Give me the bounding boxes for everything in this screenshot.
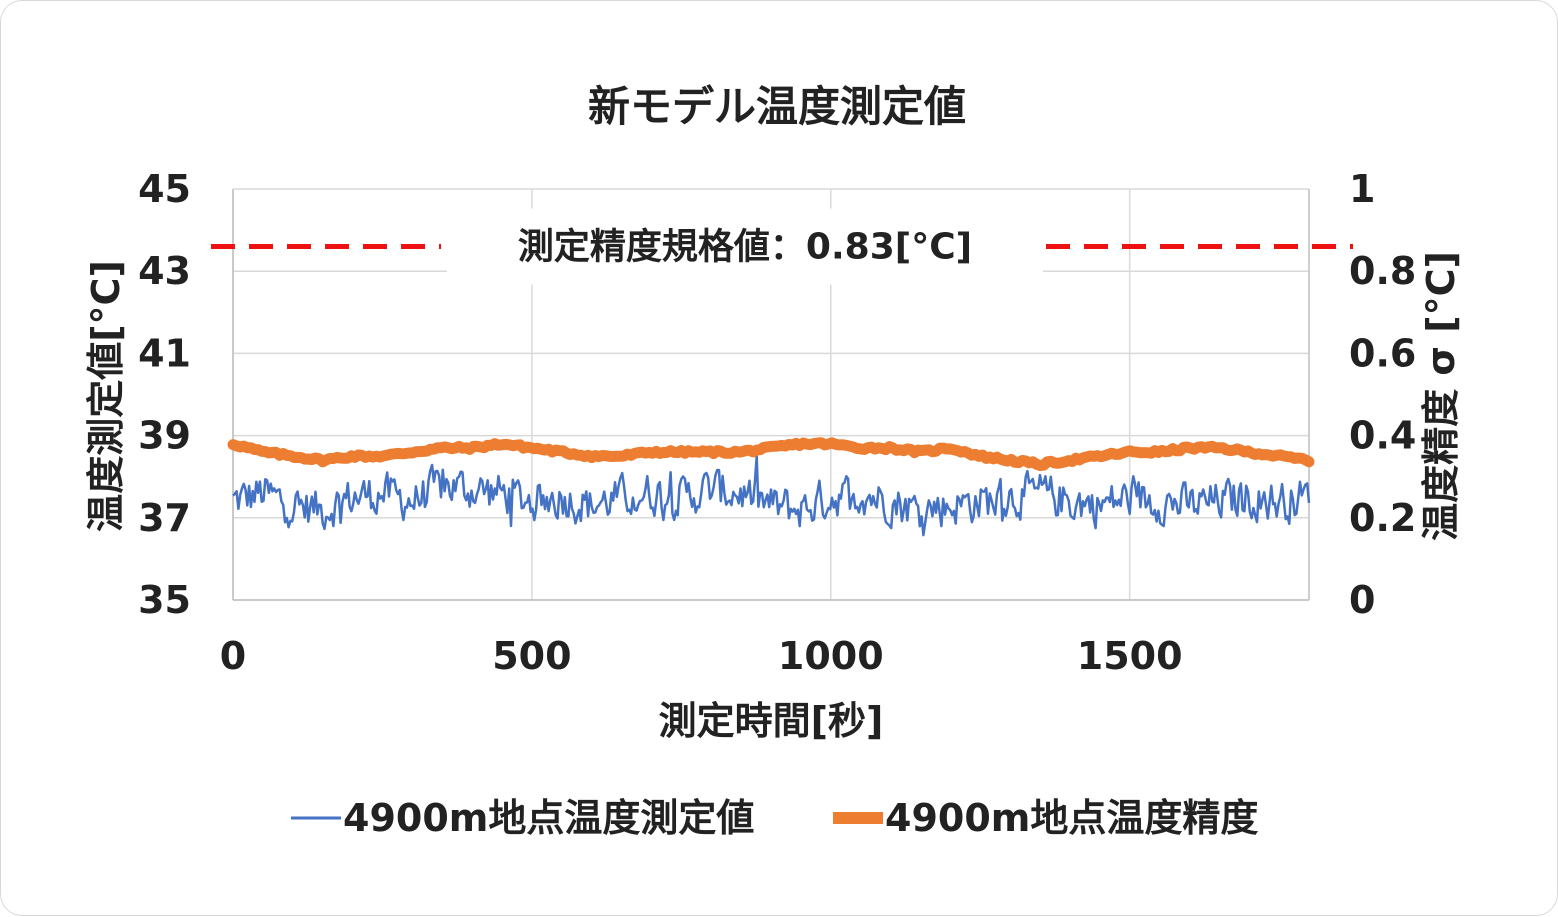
spec-label: 測定精度規格値：0.83[°C] bbox=[518, 227, 972, 268]
y-tick-left: 43 bbox=[138, 249, 191, 293]
series-precision-line bbox=[227, 437, 1315, 471]
series-temperature-line bbox=[232, 454, 1311, 537]
chart-title: 新モデル温度測定値 bbox=[588, 82, 966, 131]
y-axis-label-right: 温度精度 σ [°C] bbox=[1419, 251, 1463, 541]
axes bbox=[232, 189, 1310, 601]
legend: 4900m地点温度測定値 4900m地点温度精度 bbox=[291, 796, 1258, 840]
y-tick-right: 0.2 bbox=[1349, 496, 1416, 540]
x-axis-label: 測定時間[秒] bbox=[659, 699, 884, 743]
y-axis-label-left: 温度測定値[°C] bbox=[84, 260, 128, 532]
x-tick: 500 bbox=[492, 634, 571, 678]
y-tick-left: 39 bbox=[138, 414, 191, 458]
y-tick-right: 0.4 bbox=[1349, 414, 1416, 458]
y-ticks-right: 0 0.2 0.4 0.6 0.8 1 bbox=[1349, 167, 1416, 622]
y-tick-left: 37 bbox=[138, 496, 191, 540]
x-tick: 1000 bbox=[778, 634, 884, 678]
y-tick-left: 41 bbox=[138, 331, 191, 375]
y-ticks-left: 35 37 39 41 43 45 bbox=[138, 167, 191, 622]
series-layer bbox=[227, 437, 1315, 537]
legend-label-precision: 4900m地点温度精度 bbox=[885, 796, 1258, 840]
x-tick: 1500 bbox=[1077, 634, 1183, 678]
y-tick-right: 0.6 bbox=[1349, 331, 1416, 375]
spec-label-box bbox=[447, 208, 1043, 285]
y-tick-right: 0 bbox=[1349, 578, 1375, 622]
x-ticks: 0 500 1000 1500 bbox=[220, 634, 1183, 678]
y-tick-right: 0.8 bbox=[1349, 249, 1416, 293]
x-tick: 0 bbox=[220, 634, 246, 678]
spec-line-group: 測定精度規格値：0.83[°C] bbox=[211, 208, 1353, 285]
y-tick-left: 35 bbox=[138, 578, 191, 622]
y-tick-left: 45 bbox=[138, 167, 191, 211]
y-tick-right: 1 bbox=[1349, 167, 1375, 211]
legend-label-temperature: 4900m地点温度測定値 bbox=[343, 796, 754, 840]
